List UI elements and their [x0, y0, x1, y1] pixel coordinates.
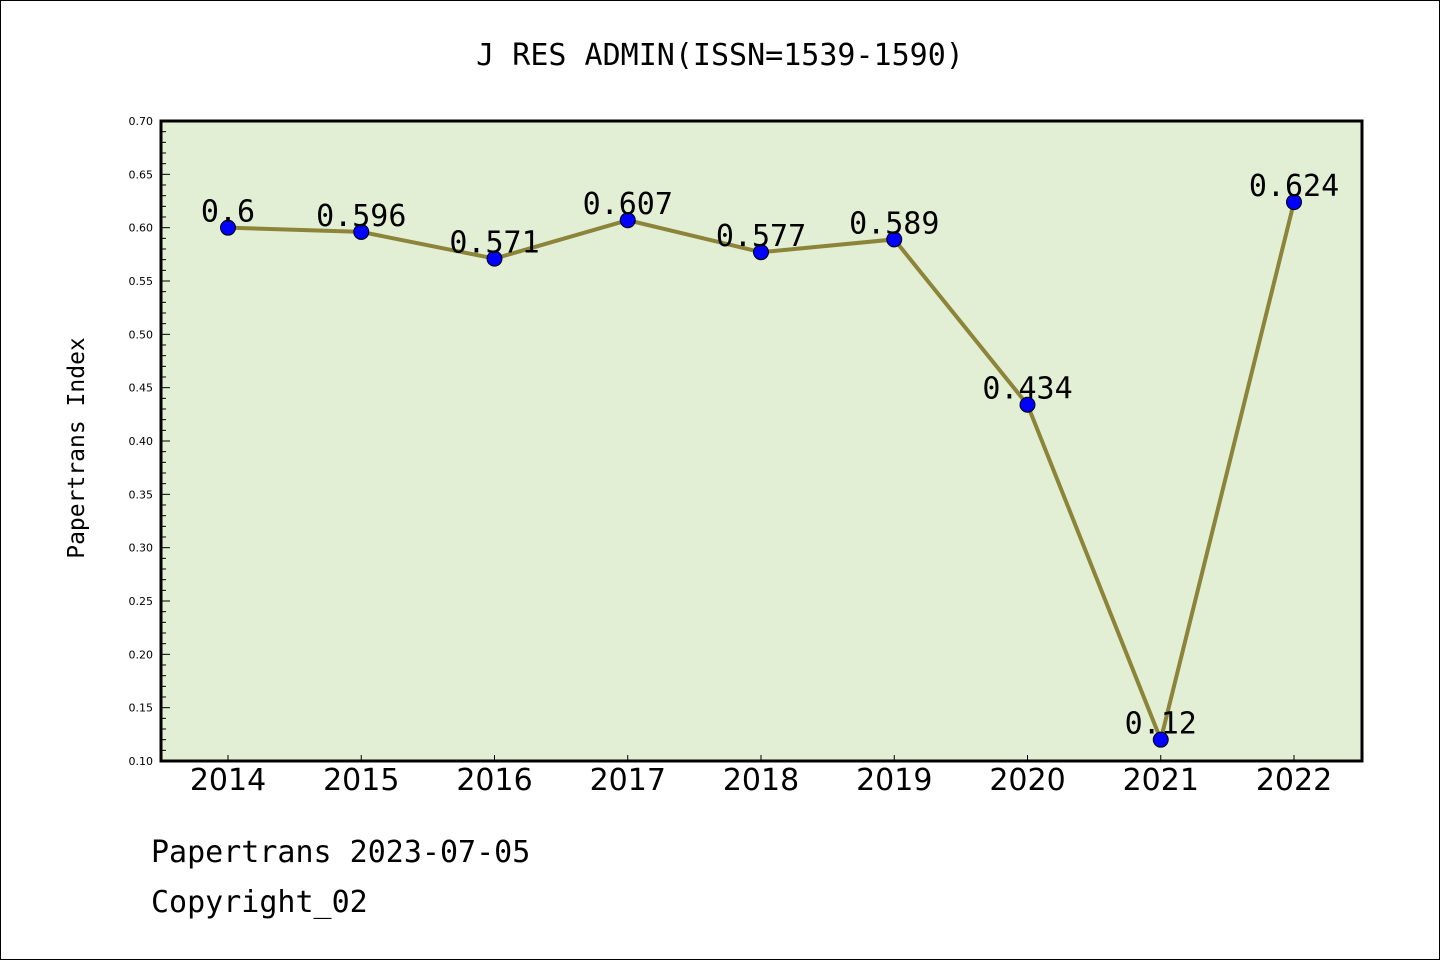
data-point: [353, 223, 370, 240]
x-tick-label: 2014: [190, 763, 266, 798]
data-label: 0.624: [1249, 169, 1339, 204]
x-tick-label: 2021: [1123, 763, 1199, 798]
data-label: 0.607: [583, 187, 673, 222]
data-point: [619, 212, 636, 229]
data-point: [886, 231, 903, 248]
x-tick-label: 2017: [590, 763, 666, 798]
data-label: 0.434: [982, 372, 1072, 407]
y-tick-label: 0.55: [129, 275, 154, 288]
y-tick-label: 0.50: [129, 328, 154, 341]
data-point: [753, 244, 769, 261]
x-axis-tick-labels: 2014 2015 2016 2017 2018 2019 2020 2021 2022: [190, 755, 1332, 798]
footer-date: Papertrans 2023-07-05: [151, 835, 531, 870]
data-point: [486, 250, 503, 267]
y-tick-label: 0.60: [129, 222, 154, 235]
y-tick-label: 0.25: [129, 595, 154, 608]
x-tick-label: 2015: [323, 763, 399, 798]
x-tick-label: 2019: [856, 763, 932, 798]
y-tick-label: 0.65: [129, 168, 154, 181]
data-label: 0.571: [449, 226, 539, 261]
data-points: [220, 194, 1302, 748]
y-tick-label: 0.10: [129, 755, 154, 768]
y-axis-ticks: 0.10 0.15 0.20 0.25 0.30 0.35 0.40 0.45 0.50 0.55…: [129, 115, 170, 768]
y-tick-label: 0.35: [129, 488, 154, 501]
x-tick-label: 2022: [1256, 763, 1332, 798]
data-label: 0.589: [849, 206, 939, 241]
y-tick-label: 0.40: [129, 435, 154, 448]
data-point: [220, 219, 236, 236]
data-point: [1152, 731, 1169, 748]
y-tick-label: 0.30: [129, 542, 154, 555]
data-point: [1286, 194, 1302, 211]
footer-copyright: Copyright_02: [151, 885, 368, 920]
data-point: [1019, 396, 1036, 413]
data-labels: 0.6 0.596 0.571 0.607 0.577 0.589 0.434 0.12 0.6…: [201, 169, 1339, 742]
data-label: 0.596: [316, 199, 406, 234]
x-tick-label: 2020: [989, 763, 1065, 798]
y-tick-label: 0.15: [129, 702, 154, 715]
y-tick-label: 0.45: [129, 382, 154, 395]
y-tick-label: 0.70: [129, 115, 154, 128]
chart-title: J RES ADMIN(ISSN=1539-1590): [476, 38, 964, 73]
data-label: 0.12: [1125, 707, 1197, 742]
x-tick-label: 2016: [456, 763, 532, 798]
y-tick-label: 0.20: [129, 648, 154, 661]
data-label: 0.6: [201, 195, 255, 230]
x-tick-label: 2018: [723, 763, 799, 798]
data-label: 0.577: [716, 219, 806, 254]
plot-frame: [159, 119, 1364, 763]
